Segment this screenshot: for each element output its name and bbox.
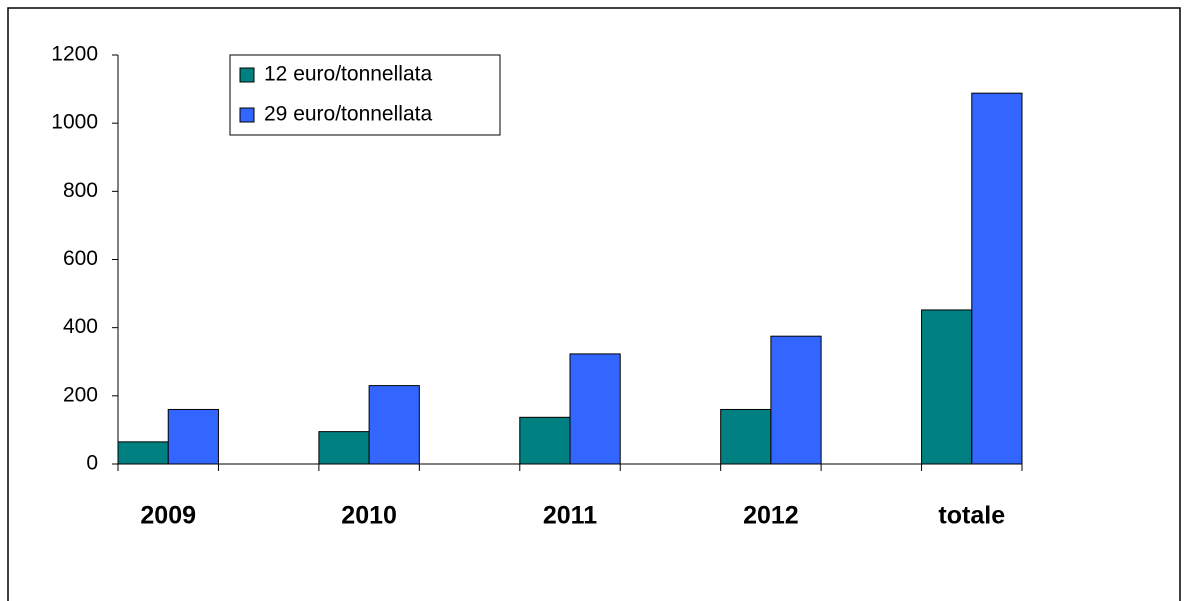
x-tick-label: 2010: [341, 502, 397, 530]
legend-label: 29 euro/tonnellata: [264, 103, 432, 126]
bar: [720, 408, 772, 465]
legend-swatch: [239, 107, 255, 123]
bar: [318, 431, 370, 465]
bar: [971, 92, 1023, 465]
bar: [770, 335, 822, 465]
bar: [368, 385, 420, 465]
y-tick-label: 0: [86, 452, 98, 475]
bar: [569, 353, 621, 465]
legend-box: [229, 54, 501, 136]
x-tick-label: 2012: [743, 502, 799, 530]
y-tick-label: 1000: [51, 111, 98, 134]
chart-frame: [7, 7, 1181, 601]
bar: [921, 309, 973, 465]
legend-label: 12 euro/tonnellata: [264, 63, 432, 86]
y-tick-label: 200: [63, 383, 98, 406]
y-tick-label: 600: [63, 247, 98, 270]
y-tick-label: 800: [63, 179, 98, 202]
x-tick-label: 2011: [543, 502, 597, 530]
x-tick-label: totale: [938, 502, 1005, 530]
bar: [519, 416, 571, 465]
x-tick-label: 2009: [140, 502, 196, 530]
y-tick-label: 1200: [51, 43, 98, 66]
y-tick-label: 400: [63, 315, 98, 338]
legend-swatch: [239, 67, 255, 83]
bar: [117, 441, 169, 465]
bar: [167, 408, 219, 465]
